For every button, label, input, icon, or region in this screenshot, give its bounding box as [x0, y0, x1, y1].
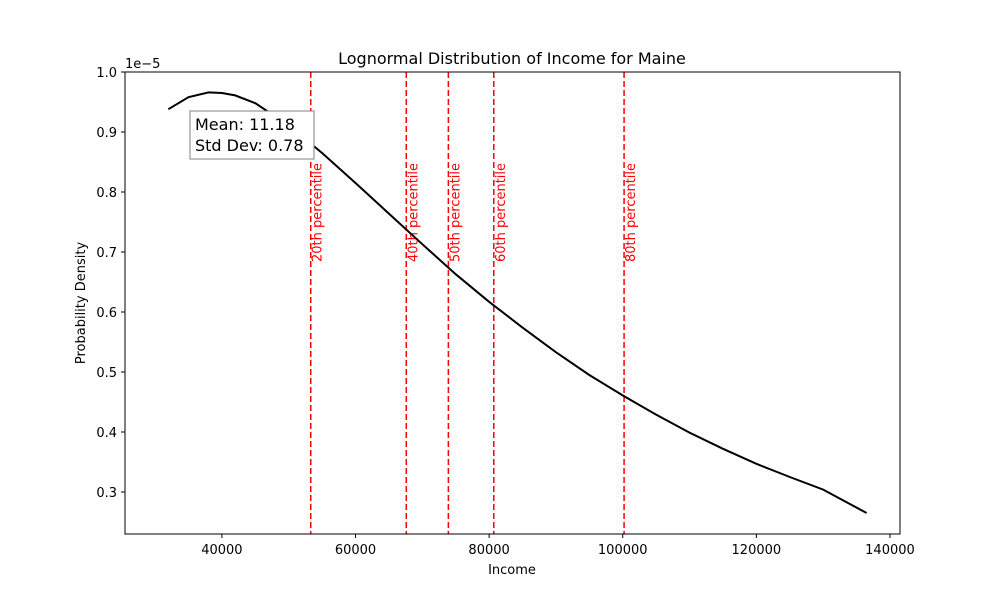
density-curve [167, 91, 868, 514]
y-tick-label: 0.3 [96, 486, 117, 501]
chart-title: Lognormal Distribution of Income for Mai… [338, 49, 686, 68]
y-tick-label: 1.0 [96, 66, 117, 81]
x-tick-label: 120000 [732, 543, 782, 558]
x-tick-label: 100000 [598, 543, 648, 558]
percentile-label: 40th percentile [406, 163, 421, 262]
y-tick-label: 0.4 [96, 426, 117, 441]
stats-box-frame [189, 110, 315, 160]
percentile-label: 80th percentile [624, 163, 639, 262]
y-tick-label: 0.7 [96, 246, 117, 261]
y-tick-label: 0.9 [96, 126, 117, 141]
y-tick-label: 0.5 [96, 366, 117, 381]
x-axis-label: Income [488, 563, 536, 578]
percentile-label: 20th percentile [311, 163, 326, 262]
y-axis-ticks: 0.3 0.4 0.5 0.6 0.7 0.8 0.9 1.0 [96, 66, 125, 501]
y-offset-label: 1e−5 [125, 57, 160, 72]
percentile-label: 60th percentile [494, 163, 509, 262]
x-axis-ticks: 40000 60000 80000 100000 120000 140000 [201, 534, 915, 558]
x-tick-label: 40000 [201, 543, 242, 558]
stats-box: Mean: 11.18 Std Dev: 0.78 [189, 110, 315, 160]
percentile-label: 50th percentile [448, 163, 463, 262]
x-tick-label: 140000 [865, 543, 915, 558]
plot-frame [124, 71, 901, 535]
stats-mean: Mean: 11.18 [195, 115, 295, 134]
y-axis-label: Probability Density [74, 242, 89, 365]
x-tick-label: 60000 [335, 543, 376, 558]
density-curve-group [167, 91, 868, 514]
y-tick-label: 0.6 [96, 306, 117, 321]
x-tick-label: 80000 [468, 543, 509, 558]
y-tick-label: 0.8 [96, 186, 117, 201]
stats-std: Std Dev: 0.78 [195, 136, 304, 155]
percentile-lines: 20th percentile 40th percentile 50th perce… [309, 72, 639, 534]
